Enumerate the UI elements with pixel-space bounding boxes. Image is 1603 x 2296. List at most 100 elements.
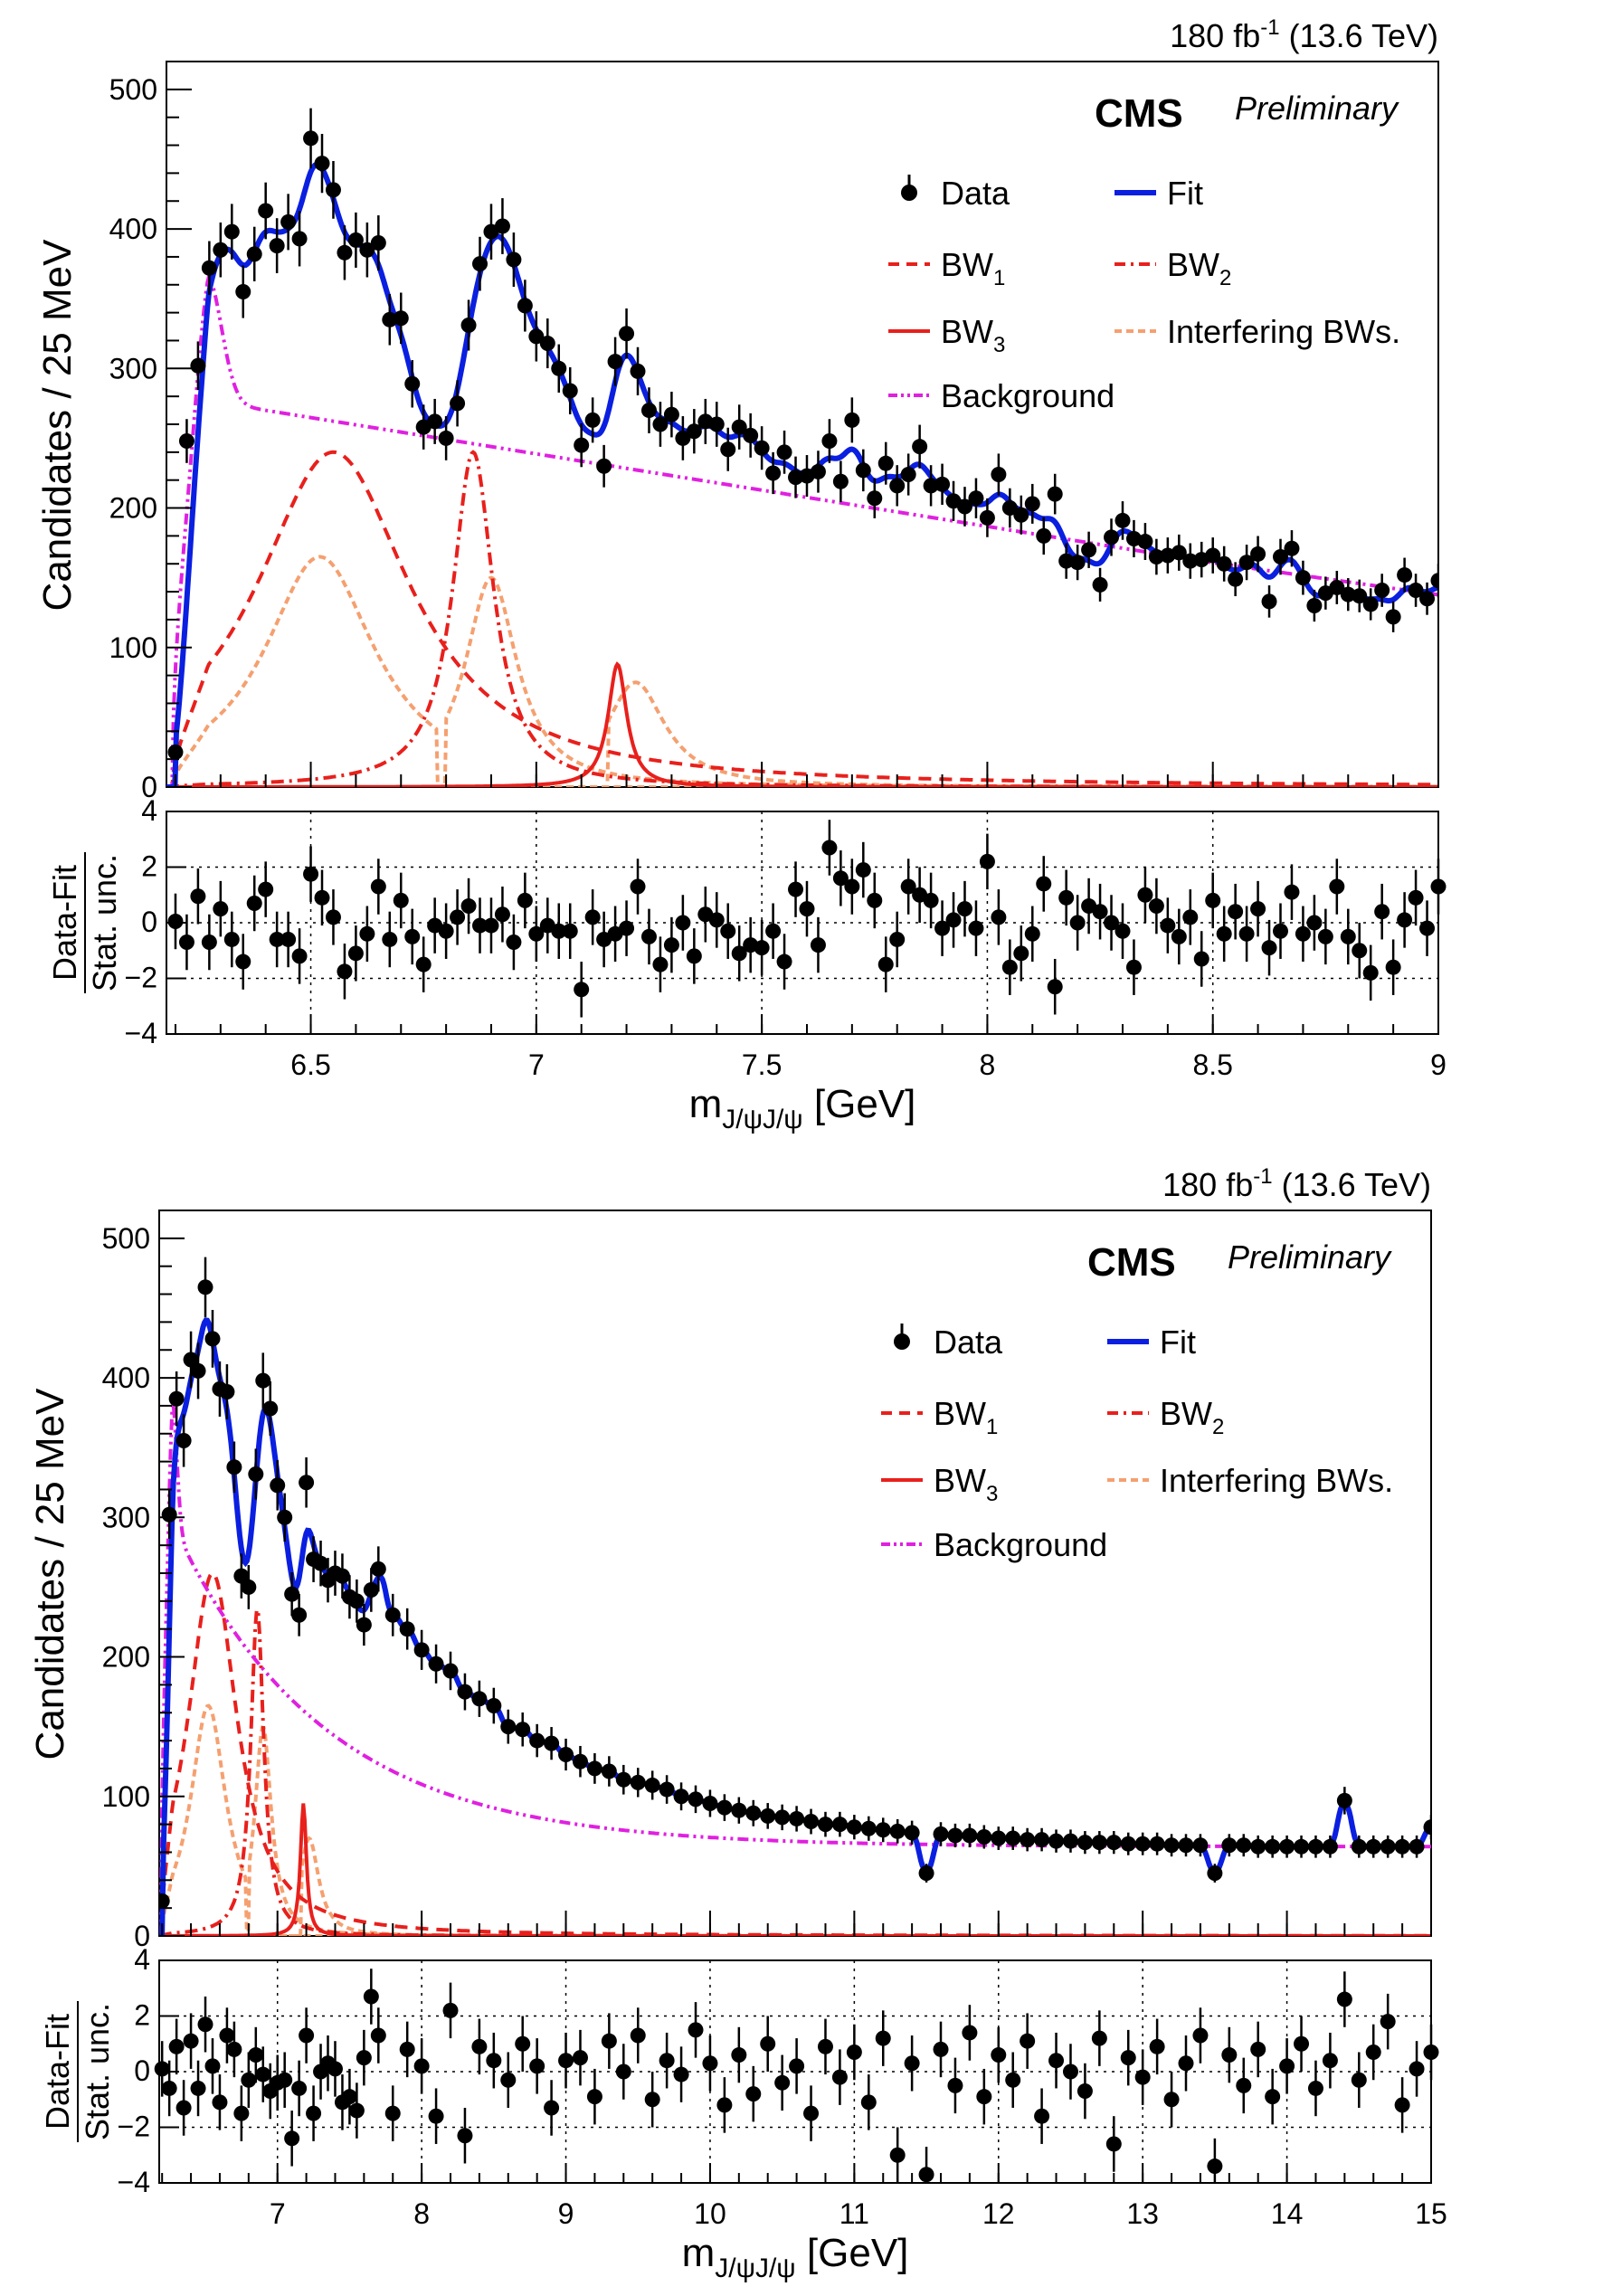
residual-point	[404, 928, 421, 944]
residual-point	[956, 901, 972, 917]
legend-data-marker	[894, 1333, 910, 1350]
residual-point	[831, 2069, 848, 2085]
data-point	[291, 1607, 308, 1623]
data-point	[486, 1698, 502, 1714]
data-point	[1380, 1838, 1396, 1855]
legend-data-label: Data	[941, 175, 1010, 212]
data-point	[619, 326, 635, 342]
x-tick-label-10: 10	[694, 2197, 726, 2230]
residual-point	[235, 954, 251, 970]
data-point	[460, 317, 477, 333]
data-point	[1163, 1837, 1180, 1854]
residual-points	[167, 820, 1446, 1018]
data-point	[299, 1475, 315, 1491]
data-point	[923, 478, 939, 494]
data-point	[337, 244, 353, 261]
residual-point	[1423, 2044, 1439, 2060]
residual-point	[760, 2035, 776, 2052]
data-point	[1171, 545, 1187, 561]
data-point	[1351, 1838, 1367, 1855]
data-point	[219, 1384, 235, 1399]
y-axis-top: 0 100 200 300 400 500	[109, 61, 192, 803]
data-point	[347, 232, 364, 248]
res-y-tick-label--2: −2	[118, 2111, 150, 2143]
residual-point	[1279, 2058, 1295, 2074]
data-point	[875, 1822, 891, 1838]
interfering-bw1-curve	[166, 555, 1438, 787]
preliminary-label-bottom: Preliminary	[1228, 1238, 1392, 1276]
data-point	[586, 1760, 602, 1777]
data-point	[615, 1771, 631, 1788]
residual-point	[363, 1988, 379, 2005]
residual-point	[1336, 1991, 1352, 2007]
x-tick-label-15: 15	[1415, 2197, 1447, 2230]
residual-point	[450, 909, 466, 925]
residual-point	[183, 2033, 199, 2049]
data-point	[233, 1568, 250, 1584]
data-point	[1001, 500, 1018, 517]
data-point	[688, 1791, 704, 1807]
data-point	[1394, 1838, 1410, 1855]
residual-point	[844, 878, 860, 895]
residual-y-title-bottom: Data-Fit Stat. unc.	[39, 2001, 116, 2142]
data-point	[248, 1466, 264, 1482]
residual-point	[601, 2033, 617, 2049]
y-tick-label-0: 0	[134, 1920, 150, 1952]
data-point	[1069, 555, 1086, 571]
data-point	[428, 1656, 444, 1672]
residual-point	[947, 2077, 963, 2093]
data-point	[947, 1827, 963, 1844]
x-axis-title-top: mJ/ψJ/ψ [GeV]	[689, 1082, 916, 1134]
interfering-bw2-curve	[166, 575, 1438, 787]
data-point	[204, 1331, 221, 1347]
residual-point	[442, 2002, 459, 2018]
res-y-tick-label-4: 4	[134, 1943, 150, 1976]
data-point	[1352, 588, 1368, 604]
data-point	[1265, 1838, 1281, 1855]
legend-bw2-label: BW2	[1160, 1395, 1224, 1439]
residual-y-title-top: Data-Fit Stat. unc.	[46, 852, 123, 993]
residual-point	[1207, 2158, 1223, 2175]
data-point	[1115, 512, 1131, 528]
data-point	[789, 1810, 805, 1826]
data-point	[1081, 542, 1097, 558]
data-point	[1091, 1835, 1107, 1851]
residual-point	[347, 945, 364, 962]
y-tick-label-500: 500	[102, 1222, 150, 1255]
residual-point	[867, 892, 883, 908]
data-point	[348, 1593, 365, 1609]
residual-point	[1365, 2044, 1381, 2060]
y-tick-label-400: 400	[109, 213, 157, 245]
residual-point	[226, 2041, 242, 2057]
data-point	[161, 1506, 177, 1523]
data-point	[1385, 609, 1401, 625]
data-point	[404, 375, 421, 392]
residual-point	[219, 2027, 235, 2044]
data-point	[255, 1372, 271, 1389]
residual-point	[1115, 923, 1131, 939]
data-point	[201, 260, 217, 276]
data-point	[1238, 555, 1255, 571]
residual-point	[246, 895, 262, 911]
data-point	[517, 298, 533, 314]
residual-point	[962, 2025, 978, 2041]
residual-point	[1134, 2069, 1151, 2085]
x-axis-title-bottom: mJ/ψJ/ψ [GeV]	[682, 2231, 909, 2283]
svg-text:Data-Fit: Data-Fit	[46, 865, 83, 981]
data-point	[686, 423, 702, 440]
data-point	[889, 1823, 906, 1839]
cms-label-bottom: CMS	[1087, 1240, 1176, 1285]
data-point	[1423, 1819, 1431, 1836]
data-point	[962, 1827, 978, 1844]
data-point	[918, 1865, 934, 1882]
data-point	[515, 1722, 531, 1738]
data-point	[1261, 593, 1277, 610]
data-point	[1329, 579, 1345, 595]
residual-point	[223, 931, 240, 947]
data-point	[1340, 586, 1356, 602]
data-point	[855, 462, 871, 479]
residual-point	[472, 917, 488, 934]
data-point	[472, 256, 488, 272]
data-point	[438, 430, 454, 446]
